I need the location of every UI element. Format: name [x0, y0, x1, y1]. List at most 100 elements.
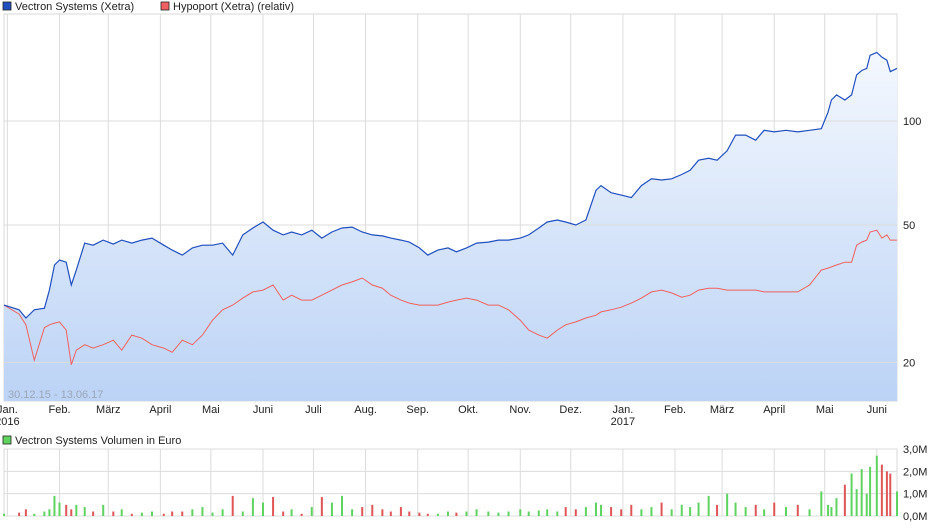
volume-bar	[869, 467, 871, 516]
volume-bar	[272, 497, 274, 516]
volume-bar	[181, 512, 183, 516]
volume-bar	[640, 509, 642, 516]
volume-bar	[455, 513, 457, 516]
volume-bar	[797, 505, 799, 516]
volume-bar	[528, 512, 530, 516]
volume-bar	[876, 456, 878, 516]
volume-bar	[151, 512, 153, 516]
volume-bar	[827, 505, 829, 516]
volume-bar	[881, 465, 883, 516]
legend-label-hypoport: Hypoport (Xetra) (relativ)	[173, 1, 294, 13]
y-tick-label: 100	[903, 116, 921, 128]
x-axis: Jan.2016Feb.MärzAprilMaiJuniJuliAug.Sep.…	[0, 404, 887, 428]
volume-bar	[650, 507, 652, 516]
x-tick-label: Jan.	[612, 404, 633, 416]
volume-bar	[565, 507, 567, 516]
volume-bar	[866, 494, 868, 516]
volume-bar	[141, 513, 143, 516]
volume-bar	[311, 507, 313, 516]
volume-bar	[43, 512, 45, 516]
volume-y-tick-label: 0,0M	[903, 511, 927, 523]
volume-bar	[291, 509, 293, 516]
volume-bar	[121, 509, 123, 516]
volume-bar	[497, 513, 499, 516]
volume-bar	[726, 494, 728, 516]
volume-bar	[835, 498, 837, 516]
volume-bar	[519, 509, 521, 516]
volume-bar	[487, 512, 489, 516]
volume-bar	[371, 505, 373, 516]
volume-bar	[896, 491, 898, 516]
volume-bar	[201, 507, 203, 516]
volume-bar	[763, 509, 765, 516]
x-tick-label: April	[149, 404, 171, 416]
x-tick-label: Nov.	[509, 404, 531, 416]
volume-bar	[212, 513, 214, 516]
volume-bar	[830, 507, 832, 516]
volume-bar	[689, 507, 691, 516]
volume-bar	[331, 503, 333, 516]
x-tick-label: Juli	[305, 404, 322, 416]
x-tick-label: Feb.	[48, 404, 70, 416]
x-tick-label: Juni	[867, 404, 887, 416]
vectron-area-fill	[4, 52, 897, 401]
volume-bar	[341, 496, 343, 516]
x-tick-label: Sep.	[406, 404, 429, 416]
volume-bar	[820, 491, 822, 516]
volume-bar	[18, 513, 20, 516]
volume-bar	[856, 489, 858, 516]
x-tick-label: April	[763, 404, 785, 416]
x-tick-label: Dez.	[559, 404, 582, 416]
volume-bar	[321, 497, 323, 516]
volume-bar	[755, 505, 757, 516]
volume-bar	[681, 505, 683, 516]
volume-bar	[595, 503, 597, 516]
volume-bar	[556, 512, 558, 516]
volume-bar	[844, 485, 846, 516]
volume-bar	[437, 514, 439, 516]
volume-bar	[620, 509, 622, 516]
volume-bar	[242, 512, 244, 516]
volume-bar	[222, 509, 224, 516]
volume-bar	[282, 512, 284, 516]
volume-bar	[171, 512, 173, 516]
volume-bar	[427, 514, 429, 516]
volume-bar	[252, 498, 254, 516]
y-tick-label: 50	[903, 220, 915, 232]
volume-bar	[102, 505, 104, 516]
volume-bar	[861, 469, 863, 516]
volume-bar	[53, 496, 55, 516]
volume-y-tick-label: 3,0M	[903, 444, 927, 456]
volume-bar	[381, 509, 383, 516]
x-tick-label: Okt.	[458, 404, 478, 416]
volume-bar	[735, 503, 737, 516]
volume-bar	[785, 507, 787, 516]
volume-bar	[630, 505, 632, 516]
volume-bar	[191, 509, 193, 516]
volume-y-tick-label: 2,0M	[903, 466, 927, 478]
volume-bar	[408, 512, 410, 516]
volume-y-axis: 3,0M 2,0M 1,0M 0,0M	[903, 444, 927, 523]
volume-bar	[351, 509, 353, 516]
volume-bar	[262, 503, 264, 516]
volume-bar	[163, 514, 165, 516]
x-tick-label: Feb.	[664, 404, 686, 416]
volume-bar	[361, 507, 363, 516]
volume-bar	[508, 512, 510, 516]
volume-bar	[301, 514, 303, 516]
volume-bar	[585, 507, 587, 516]
x-tick-year: 2016	[0, 416, 20, 428]
volume-bar	[84, 507, 86, 516]
volume-bar	[400, 507, 402, 516]
x-tick-year: 2017	[611, 416, 635, 428]
x-tick-label: März	[96, 404, 120, 416]
volume-bar	[92, 512, 94, 516]
volume-bar	[851, 474, 853, 516]
volume-y-tick-label: 1,0M	[903, 489, 927, 501]
date-range-label: 30.12.15 - 13.06.17	[8, 389, 103, 401]
volume-bar	[745, 507, 747, 516]
volume-bar	[75, 505, 77, 516]
x-tick-label: Mai	[202, 404, 220, 416]
